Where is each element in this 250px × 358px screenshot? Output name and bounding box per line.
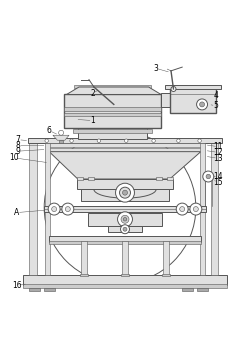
Circle shape <box>120 225 130 234</box>
Bar <box>47 144 203 147</box>
Circle shape <box>123 218 127 221</box>
Bar <box>49 241 201 245</box>
Circle shape <box>62 203 74 215</box>
Bar <box>161 93 170 107</box>
Text: 14: 14 <box>214 172 223 181</box>
Bar <box>29 288 40 291</box>
Circle shape <box>121 215 129 223</box>
Text: A: A <box>14 208 20 217</box>
Bar <box>74 85 151 87</box>
Text: 10: 10 <box>10 153 19 163</box>
Bar <box>80 274 88 276</box>
Bar <box>82 189 168 201</box>
Circle shape <box>45 139 48 142</box>
Text: 6: 6 <box>47 126 52 135</box>
Bar <box>108 226 142 232</box>
Text: 8: 8 <box>16 141 20 150</box>
Text: 5: 5 <box>213 101 218 110</box>
Bar <box>64 113 161 116</box>
Polygon shape <box>66 87 161 95</box>
Circle shape <box>177 139 180 142</box>
Bar <box>64 107 161 111</box>
Polygon shape <box>49 152 201 179</box>
Circle shape <box>118 212 132 227</box>
Bar <box>81 241 87 275</box>
Circle shape <box>58 130 64 135</box>
Circle shape <box>123 227 127 231</box>
Circle shape <box>190 203 202 215</box>
Text: 3: 3 <box>154 64 158 73</box>
Bar <box>44 288 56 291</box>
Bar <box>59 140 63 143</box>
Bar <box>182 288 193 291</box>
Circle shape <box>122 190 128 195</box>
Text: 12: 12 <box>214 148 223 157</box>
Polygon shape <box>53 135 69 140</box>
Circle shape <box>52 207 57 212</box>
Text: 7: 7 <box>16 135 20 144</box>
Circle shape <box>193 207 198 212</box>
Text: 16: 16 <box>12 281 22 290</box>
Circle shape <box>120 187 130 198</box>
Bar <box>88 213 162 226</box>
Bar <box>163 241 169 275</box>
Circle shape <box>70 139 73 142</box>
Bar <box>78 128 148 139</box>
Text: 4: 4 <box>213 91 218 100</box>
Bar <box>88 177 94 180</box>
Circle shape <box>176 203 188 215</box>
Circle shape <box>48 203 60 215</box>
Circle shape <box>124 139 128 142</box>
Circle shape <box>116 183 134 202</box>
Circle shape <box>206 174 210 179</box>
Bar <box>23 275 227 285</box>
Circle shape <box>196 99 207 110</box>
Bar <box>29 139 37 275</box>
Text: 13: 13 <box>214 154 223 163</box>
Circle shape <box>171 87 176 92</box>
Bar <box>44 206 206 212</box>
Bar <box>76 179 174 189</box>
Text: 15: 15 <box>214 178 223 187</box>
Bar <box>28 139 222 143</box>
Bar <box>73 129 152 133</box>
Bar <box>64 95 161 128</box>
Text: 1: 1 <box>90 116 95 125</box>
Circle shape <box>203 171 214 182</box>
Bar <box>122 241 128 275</box>
Text: 11: 11 <box>214 142 223 151</box>
Bar <box>165 85 221 89</box>
Bar <box>156 177 162 180</box>
Text: 9: 9 <box>16 147 20 156</box>
Text: 2: 2 <box>90 89 95 98</box>
Circle shape <box>200 102 204 107</box>
Bar <box>200 143 205 275</box>
Circle shape <box>65 207 70 212</box>
Bar <box>211 139 218 275</box>
Bar <box>167 177 173 180</box>
Bar <box>45 143 51 275</box>
Bar <box>77 177 83 180</box>
Bar <box>121 274 129 276</box>
Bar <box>49 236 201 242</box>
Circle shape <box>198 139 201 142</box>
Circle shape <box>152 139 155 142</box>
Circle shape <box>97 139 101 142</box>
Bar <box>23 284 227 289</box>
Circle shape <box>180 207 185 212</box>
Bar <box>170 88 216 113</box>
Bar <box>197 288 208 291</box>
Bar <box>162 274 170 276</box>
Bar <box>47 147 203 152</box>
